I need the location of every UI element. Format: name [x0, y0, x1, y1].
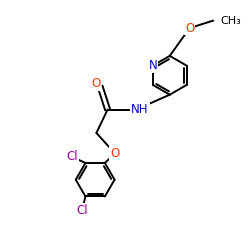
- Text: Cl: Cl: [76, 204, 88, 217]
- Text: O: O: [110, 147, 120, 160]
- Text: CH₃: CH₃: [220, 16, 241, 26]
- Text: N: N: [148, 59, 157, 72]
- Text: NH: NH: [131, 103, 149, 116]
- Text: O: O: [185, 22, 194, 35]
- Text: O: O: [91, 78, 100, 90]
- Text: Cl: Cl: [66, 150, 78, 163]
